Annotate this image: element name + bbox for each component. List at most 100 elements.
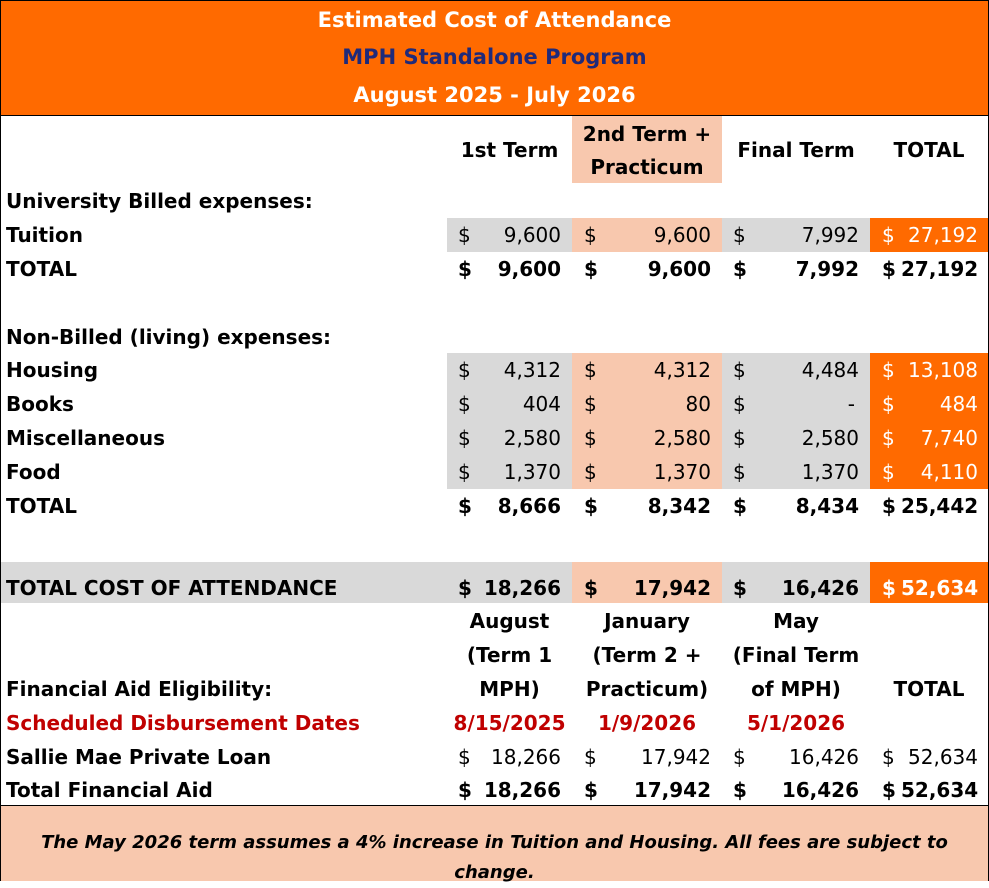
aid-col1-line3: MPH) <box>479 677 540 701</box>
cell-shading <box>870 218 988 252</box>
cell-shading <box>870 562 988 603</box>
books-term2: 80 <box>685 392 711 416</box>
currency-symbol: $ <box>584 494 598 518</box>
cell-shading <box>572 353 722 489</box>
aid-col3-line3: of MPH) <box>751 677 841 701</box>
books-final: - <box>847 392 855 416</box>
currency-symbol: $ <box>458 426 471 450</box>
currency-symbol: $ <box>882 494 896 518</box>
row-label-sallie-mae: Sallie Mae Private Loan <box>6 745 272 769</box>
total-aid-total: 52,634 <box>901 778 979 802</box>
financial-aid-eligibility-label: Financial Aid Eligibility: <box>6 677 273 701</box>
misc-total: 7,740 <box>920 426 978 450</box>
currency-symbol: $ <box>882 460 895 484</box>
sheet-title: Estimated Cost of Attendance <box>317 8 672 32</box>
col-header-term1: 1st Term <box>460 138 559 162</box>
currency-symbol: $ <box>584 223 597 247</box>
nonbilled-heading: Non-Billed (living) expenses: <box>6 325 332 349</box>
nonbilled-total-term2: 8,342 <box>647 494 711 518</box>
disbursement-date-final: 5/1/2026 <box>746 711 846 735</box>
cell-shading <box>572 562 722 603</box>
nonbilled-total-total: 25,442 <box>901 494 979 518</box>
cell-shading <box>447 218 572 252</box>
currency-symbol: $ <box>584 778 598 802</box>
cell-shading <box>870 353 988 489</box>
food-final: 1,370 <box>801 460 859 484</box>
loan-final: 16,426 <box>789 745 859 769</box>
aid-col1-line2: (Term 1 <box>466 643 553 667</box>
currency-symbol: $ <box>458 358 471 382</box>
col-header-final: Final Term <box>737 138 855 162</box>
currency-symbol: $ <box>458 223 471 247</box>
currency-symbol: $ <box>882 745 895 769</box>
currency-symbol: $ <box>584 745 597 769</box>
billed-total-final: 7,992 <box>795 257 859 281</box>
aid-col2-line1: January <box>604 609 690 633</box>
cell-shading <box>722 353 870 489</box>
row-label-misc: Miscellaneous <box>6 426 165 450</box>
billed-total-term2: 9,600 <box>647 257 711 281</box>
disbursement-date-term1: 8/15/2025 <box>453 711 566 735</box>
currency-symbol: $ <box>584 460 597 484</box>
nonbilled-total-term1: 8,666 <box>497 494 561 518</box>
row-label-coa: TOTAL COST OF ATTENDANCE <box>6 576 338 600</box>
currency-symbol: $ <box>882 223 895 247</box>
loan-term2: 17,942 <box>641 745 711 769</box>
currency-symbol: $ <box>882 358 895 382</box>
food-total: 4,110 <box>920 460 978 484</box>
disbursement-date-term2: 1/9/2026 <box>597 711 697 735</box>
currency-symbol: $ <box>458 460 471 484</box>
row-label-housing: Housing <box>6 358 99 382</box>
total-aid-term1: 18,266 <box>483 778 561 802</box>
currency-symbol: $ <box>733 778 747 802</box>
misc-final: 2,580 <box>801 426 859 450</box>
tuition-total: 27,192 <box>908 223 978 247</box>
coa-term2: 17,942 <box>633 576 711 600</box>
currency-symbol: $ <box>733 460 746 484</box>
currency-symbol: $ <box>458 745 471 769</box>
cell-shading <box>447 353 572 489</box>
currency-symbol: $ <box>882 392 895 416</box>
disbursement-dates-label: Scheduled Disbursement Dates <box>6 711 360 735</box>
currency-symbol: $ <box>584 576 598 600</box>
tuition-final: 7,992 <box>801 223 859 247</box>
row-label-books: Books <box>6 392 74 416</box>
currency-symbol: $ <box>733 358 746 382</box>
currency-symbol: $ <box>733 257 747 281</box>
billed-total-term1: 9,600 <box>497 257 561 281</box>
footnote-banner: The May 2026 term assumes a 4% increase … <box>1 805 988 883</box>
housing-final: 4,484 <box>801 358 859 382</box>
books-term1: 404 <box>522 392 561 416</box>
tuition-term1: 9,600 <box>503 223 561 247</box>
col-header-total: TOTAL <box>893 138 965 162</box>
row-label-billed-total: TOTAL <box>6 257 77 281</box>
currency-symbol: $ <box>733 745 746 769</box>
header-banner: Estimated Cost of Attendance MPH Standal… <box>1 1 988 116</box>
loan-total: 52,634 <box>908 745 978 769</box>
aid-col3-line1: May <box>773 609 819 633</box>
food-term2: 1,370 <box>653 460 711 484</box>
row-label-total-aid: Total Financial Aid <box>6 778 213 802</box>
row-label-food: Food <box>6 460 61 484</box>
program-name: MPH Standalone Program <box>342 45 647 69</box>
col-header-term2-line2: Practicum <box>590 155 704 179</box>
aid-col2-line3: Practicum) <box>585 677 709 701</box>
row-label-tuition: Tuition <box>6 223 83 247</box>
currency-symbol: $ <box>584 358 597 382</box>
books-total: 484 <box>939 392 978 416</box>
total-aid-final: 16,426 <box>781 778 859 802</box>
term2-header-bg <box>572 116 722 183</box>
aid-col3-line2: (Final Term <box>732 643 860 667</box>
nonbilled-total-final: 8,434 <box>795 494 859 518</box>
currency-symbol: $ <box>584 426 597 450</box>
footnote-text: The May 2026 term assumes a 4% increase … <box>41 832 948 883</box>
row-label-nonbilled-total: TOTAL <box>6 494 77 518</box>
cell-shading <box>572 218 722 252</box>
currency-symbol: $ <box>733 392 746 416</box>
currency-symbol: $ <box>458 494 472 518</box>
currency-symbol: $ <box>458 778 472 802</box>
housing-term1: 4,312 <box>503 358 561 382</box>
cell-shading <box>722 562 870 603</box>
currency-symbol: $ <box>458 576 472 600</box>
